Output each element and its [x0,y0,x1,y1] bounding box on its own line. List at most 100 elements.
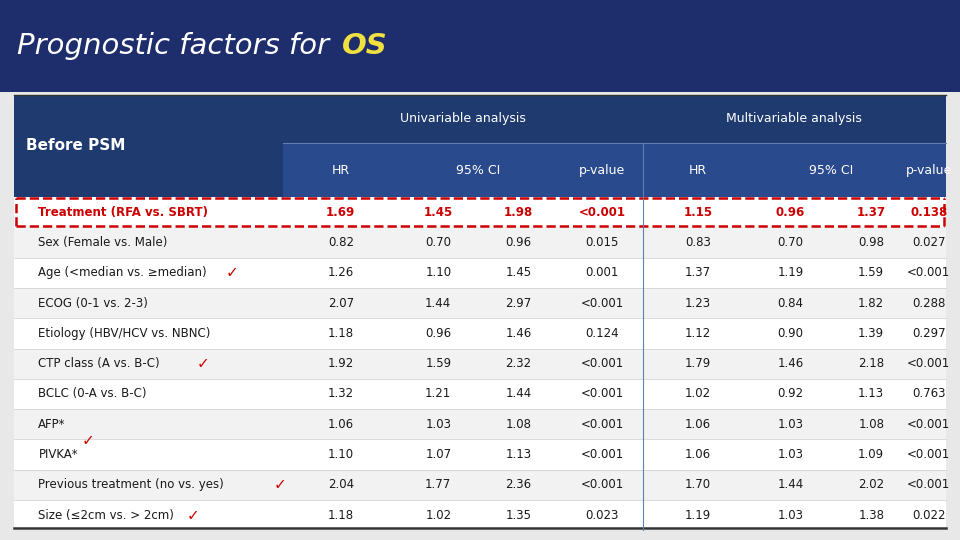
Text: <0.001: <0.001 [579,206,625,219]
Text: 1.07: 1.07 [425,448,451,461]
Text: 1.15: 1.15 [684,206,712,219]
Text: <0.001: <0.001 [580,357,624,370]
Text: 1.44: 1.44 [778,478,804,491]
Text: 0.83: 0.83 [685,236,710,249]
Text: Size (≤2cm vs. > 2cm): Size (≤2cm vs. > 2cm) [38,509,175,522]
Text: 1.46: 1.46 [505,327,532,340]
Text: 1.37: 1.37 [684,266,711,279]
FancyBboxPatch shape [14,258,946,288]
Text: 0.138: 0.138 [910,206,948,219]
Text: 0.96: 0.96 [776,206,805,219]
FancyBboxPatch shape [14,440,946,470]
Text: 2.02: 2.02 [858,478,884,491]
Text: 0.98: 0.98 [858,236,884,249]
Text: 1.18: 1.18 [327,509,354,522]
Text: p-value: p-value [905,164,952,177]
Text: 1.03: 1.03 [778,509,804,522]
Text: 1.45: 1.45 [423,206,453,219]
Text: 1.92: 1.92 [327,357,354,370]
Text: 1.02: 1.02 [425,509,451,522]
FancyBboxPatch shape [14,379,946,409]
Text: ✓: ✓ [82,434,94,448]
Text: 1.03: 1.03 [778,448,804,461]
Text: BCLC (0-A vs. B-C): BCLC (0-A vs. B-C) [38,388,147,401]
Text: OS: OS [342,32,388,60]
Text: 0.70: 0.70 [778,236,804,249]
Text: ✓: ✓ [187,508,200,523]
Text: 1.44: 1.44 [425,296,451,309]
Text: 1.06: 1.06 [684,418,711,431]
Text: 0.297: 0.297 [912,327,946,340]
Text: 1.08: 1.08 [858,418,884,431]
Text: 1.09: 1.09 [858,448,884,461]
Text: 1.13: 1.13 [858,388,884,401]
Text: <0.001: <0.001 [580,448,624,461]
Text: 1.10: 1.10 [425,266,451,279]
Text: 1.35: 1.35 [505,509,532,522]
Text: PIVKA*: PIVKA* [38,448,78,461]
Text: 0.96: 0.96 [425,327,451,340]
Text: Prognostic factors for: Prognostic factors for [17,32,339,60]
Text: <0.001: <0.001 [580,478,624,491]
Text: 1.21: 1.21 [425,388,451,401]
Text: 2.36: 2.36 [505,478,532,491]
Text: 1.02: 1.02 [684,388,711,401]
FancyBboxPatch shape [14,470,946,500]
Text: 1.45: 1.45 [505,266,532,279]
Text: 0.027: 0.027 [912,236,946,249]
Text: 1.70: 1.70 [684,478,711,491]
Text: 0.70: 0.70 [425,236,451,249]
Text: <0.001: <0.001 [907,357,950,370]
Text: 1.03: 1.03 [778,418,804,431]
Text: <0.001: <0.001 [580,388,624,401]
Text: 1.06: 1.06 [684,448,711,461]
Text: 1.82: 1.82 [858,296,884,309]
Text: 1.77: 1.77 [425,478,451,491]
Text: <0.001: <0.001 [907,448,950,461]
FancyBboxPatch shape [283,94,643,143]
Text: 1.23: 1.23 [684,296,711,309]
Text: Univariable analysis: Univariable analysis [400,112,526,125]
Text: Previous treatment (no vs. yes): Previous treatment (no vs. yes) [38,478,224,491]
Text: 1.69: 1.69 [326,206,355,219]
Text: ✓: ✓ [274,477,286,492]
Text: Multivariable analysis: Multivariable analysis [727,112,862,125]
Text: 0.124: 0.124 [585,327,619,340]
FancyBboxPatch shape [14,288,946,318]
Text: CTP class (A vs. B-C): CTP class (A vs. B-C) [38,357,160,370]
Text: 0.763: 0.763 [912,388,946,401]
Text: <0.001: <0.001 [580,296,624,309]
Text: ECOG (0-1 vs. 2-3): ECOG (0-1 vs. 2-3) [38,296,148,309]
Text: 2.97: 2.97 [505,296,532,309]
Text: 1.12: 1.12 [684,327,711,340]
FancyBboxPatch shape [0,0,960,92]
Text: 2.07: 2.07 [327,296,354,309]
Text: 95% CI: 95% CI [809,164,853,177]
Text: <0.001: <0.001 [907,478,950,491]
Text: 1.46: 1.46 [778,357,804,370]
Text: 1.44: 1.44 [505,388,532,401]
Text: 0.84: 0.84 [778,296,804,309]
FancyBboxPatch shape [14,197,946,227]
Text: 0.96: 0.96 [505,236,532,249]
Text: Before PSM: Before PSM [26,138,126,153]
FancyBboxPatch shape [14,348,946,379]
Text: 1.13: 1.13 [505,448,532,461]
Text: Age (<median vs. ≥median): Age (<median vs. ≥median) [38,266,207,279]
Text: ✓: ✓ [226,265,238,280]
FancyBboxPatch shape [14,227,946,258]
Text: 1.26: 1.26 [327,266,354,279]
Text: 1.19: 1.19 [778,266,804,279]
Text: <0.001: <0.001 [580,418,624,431]
FancyBboxPatch shape [14,500,946,530]
Text: 1.10: 1.10 [327,448,354,461]
Text: 0.90: 0.90 [778,327,804,340]
Text: 1.37: 1.37 [856,206,886,219]
Text: 1.79: 1.79 [684,357,711,370]
Text: 95% CI: 95% CI [456,164,501,177]
Text: <0.001: <0.001 [907,418,950,431]
FancyBboxPatch shape [283,143,946,197]
Text: 1.59: 1.59 [858,266,884,279]
Text: 1.38: 1.38 [858,509,884,522]
Text: Sex (Female vs. Male): Sex (Female vs. Male) [38,236,168,249]
